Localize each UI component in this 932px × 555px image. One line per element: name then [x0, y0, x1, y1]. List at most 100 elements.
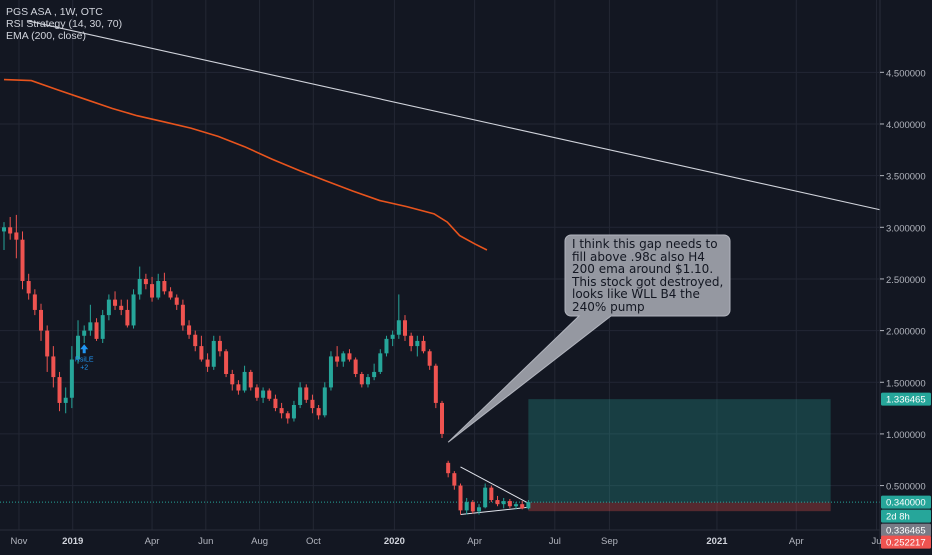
y-tick-label: 2.500000 [886, 275, 926, 286]
candle-body [489, 487, 494, 501]
candle-body [470, 502, 475, 512]
price-badge [881, 495, 931, 509]
candle-body [464, 502, 469, 511]
candle-body [507, 501, 512, 507]
candle-body [341, 353, 346, 362]
x-tick-label: Apr [789, 536, 804, 547]
legend-ema[interactable]: EMA (200, close) [6, 30, 86, 42]
candle-body [8, 227, 13, 234]
candle-body [384, 338, 389, 354]
candle-body [378, 353, 383, 372]
candle-body [390, 334, 395, 339]
candle-body [94, 322, 99, 339]
x-tick-label: Apr [467, 536, 482, 547]
candle-body [433, 365, 438, 403]
candle-body [335, 356, 340, 362]
candle-body [180, 304, 185, 326]
price-badge-label: 2d 8h [886, 512, 910, 523]
x-tick-label: Oct [306, 536, 321, 547]
candle-body [113, 299, 118, 306]
chart-legend: PGS ASA , 1W, OTC RSI Strategy (14, 30, … [6, 6, 122, 42]
price-badge-label: 0.336465 [886, 526, 926, 537]
legend-symbol[interactable]: PGS ASA , 1W, OTC [6, 6, 103, 18]
candle-body [261, 390, 266, 398]
candle-body [365, 377, 370, 385]
x-tick-label: Jun [198, 536, 213, 547]
candle-body [137, 278, 142, 295]
candle-body [495, 500, 500, 505]
price-badge-label: 0.340000 [886, 498, 926, 509]
candle-body [273, 398, 278, 409]
candle-body [230, 373, 235, 385]
signal-label: RsiLE [75, 356, 94, 363]
candle-body [69, 359, 74, 398]
candle-body [88, 322, 93, 331]
rsi-long-entry-icon [80, 344, 89, 354]
candle-body [32, 294, 37, 310]
candle-body [267, 390, 272, 399]
candle-body [409, 335, 414, 347]
candle-body [446, 462, 451, 474]
price-badge-label: 0.252217 [886, 538, 926, 549]
candle-body [359, 373, 364, 385]
candle-body [45, 330, 50, 357]
candle-body [199, 346, 204, 360]
candle-body [415, 340, 420, 347]
candle-body [100, 315, 105, 339]
y-tick-label: 1.000000 [886, 430, 926, 441]
candle-body [514, 504, 519, 507]
candle-body [452, 473, 457, 486]
y-tick-label: 2.000000 [886, 327, 926, 338]
x-tick-label: Sep [601, 536, 618, 547]
position-tool[interactable] [0, 399, 880, 512]
candle-body [421, 340, 426, 352]
candle-body [279, 408, 284, 414]
candle-body [150, 284, 155, 298]
candle-body [402, 320, 407, 336]
candle-body [526, 502, 531, 509]
candle-body [347, 353, 352, 360]
candle-body [20, 239, 25, 282]
x-tick-label: Jul [549, 536, 561, 547]
candle-body [125, 309, 130, 326]
y-tick-label: 1.500000 [886, 378, 926, 389]
candles: RsiLE+2 [2, 214, 531, 515]
price-badge [881, 523, 931, 537]
candle-body [187, 325, 192, 335]
x-tick-label: Aug [251, 536, 268, 547]
candle-body [14, 232, 19, 240]
candle-body [143, 278, 148, 285]
price-badge-label: 1.336465 [886, 395, 926, 406]
legend-strategy[interactable]: RSI Strategy (14, 30, 70) [6, 18, 123, 30]
candle-body [291, 404, 296, 419]
candle-body [168, 291, 173, 298]
x-tick-label: 2021 [706, 536, 728, 547]
candle-body [26, 281, 31, 294]
x-tick-label: Ju [871, 536, 881, 547]
profit-zone [528, 399, 831, 503]
y-tick-label: 4.000000 [886, 120, 926, 131]
candle-body [248, 371, 253, 388]
candle-body [106, 299, 111, 316]
triangle-lower-line [460, 506, 529, 516]
candle-body [322, 387, 327, 416]
candle-body [477, 507, 482, 512]
candle-body [156, 281, 161, 298]
loss-zone [528, 502, 831, 512]
candle-body [328, 356, 333, 388]
y-tick-label: 4.500000 [886, 68, 926, 79]
callout-bubble [447, 234, 731, 443]
triangle-upper-line [460, 466, 529, 504]
candle-body [236, 384, 241, 391]
price-badge [881, 535, 931, 549]
candle-body [242, 371, 247, 391]
candle-body [57, 377, 62, 403]
candle-body [520, 504, 525, 509]
candle-body [372, 371, 377, 378]
candle-body [63, 397, 68, 403]
trendline [26, 20, 881, 211]
annotation-callout[interactable] [447, 234, 731, 443]
x-tick-label: 2020 [384, 536, 405, 547]
